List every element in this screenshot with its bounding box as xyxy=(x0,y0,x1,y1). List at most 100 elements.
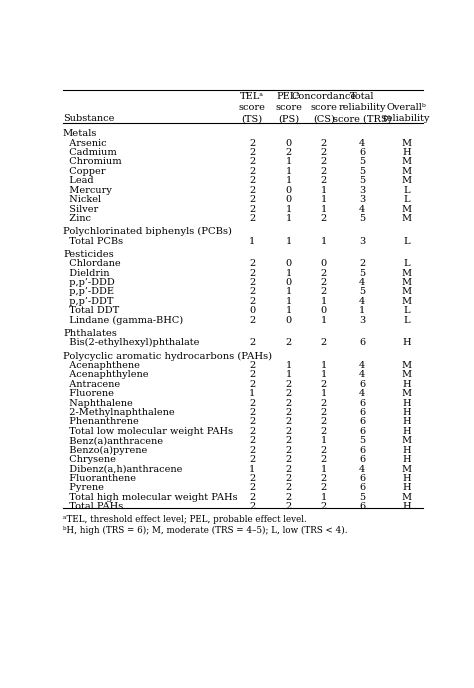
Text: 1: 1 xyxy=(286,237,292,246)
Text: 6: 6 xyxy=(359,474,365,483)
Text: 1: 1 xyxy=(320,389,327,398)
Text: 2: 2 xyxy=(249,446,255,455)
Text: 4: 4 xyxy=(359,138,365,148)
Text: 1: 1 xyxy=(286,214,292,223)
Text: Copper: Copper xyxy=(63,167,105,176)
Text: 5: 5 xyxy=(359,176,365,185)
Text: 2: 2 xyxy=(286,380,292,389)
Text: 2: 2 xyxy=(320,446,327,455)
Text: 1: 1 xyxy=(286,204,292,213)
Text: 2: 2 xyxy=(320,158,327,166)
Text: Chrysene: Chrysene xyxy=(63,455,116,464)
Text: p,p’-DDT: p,p’-DDT xyxy=(63,297,113,306)
Text: L: L xyxy=(403,316,410,325)
Text: 2: 2 xyxy=(249,338,255,347)
Text: Chlordane: Chlordane xyxy=(63,259,120,268)
Text: 2: 2 xyxy=(249,380,255,389)
Text: 1: 1 xyxy=(286,158,292,166)
Text: 5: 5 xyxy=(359,268,365,278)
Text: 2: 2 xyxy=(249,186,255,195)
Text: 2: 2 xyxy=(286,474,292,483)
Text: 2: 2 xyxy=(320,268,327,278)
Text: PELᵃ: PELᵃ xyxy=(277,92,301,101)
Text: 2: 2 xyxy=(320,338,327,347)
Text: Zinc: Zinc xyxy=(63,214,91,223)
Text: 2: 2 xyxy=(286,338,292,347)
Text: 2: 2 xyxy=(249,427,255,436)
Text: Naphthalene: Naphthalene xyxy=(63,398,133,407)
Text: 4: 4 xyxy=(359,389,365,398)
Text: Lead: Lead xyxy=(63,176,93,185)
Text: 1: 1 xyxy=(320,464,327,473)
Text: 6: 6 xyxy=(359,398,365,407)
Text: 6: 6 xyxy=(359,446,365,455)
Text: 1: 1 xyxy=(286,306,292,315)
Text: 1: 1 xyxy=(320,316,327,325)
Text: Mercury: Mercury xyxy=(63,186,112,195)
Text: M: M xyxy=(401,268,411,278)
Text: 3: 3 xyxy=(359,195,365,204)
Text: 1: 1 xyxy=(320,436,327,445)
Text: TELᵃ: TELᵃ xyxy=(240,92,264,101)
Text: 2: 2 xyxy=(320,278,327,287)
Text: Dibenz(a,h)anthracene: Dibenz(a,h)anthracene xyxy=(63,464,182,473)
Text: 2: 2 xyxy=(249,259,255,268)
Text: 2: 2 xyxy=(249,502,255,511)
Text: 2: 2 xyxy=(320,138,327,148)
Text: L: L xyxy=(403,259,410,268)
Text: 2: 2 xyxy=(320,288,327,297)
Text: 1: 1 xyxy=(320,361,327,370)
Text: 2: 2 xyxy=(249,316,255,325)
Text: 1: 1 xyxy=(320,297,327,306)
Text: 3: 3 xyxy=(359,316,365,325)
Text: H: H xyxy=(402,427,410,436)
Text: 6: 6 xyxy=(359,484,365,493)
Text: Pyrene: Pyrene xyxy=(63,484,104,493)
Text: 0: 0 xyxy=(286,186,292,195)
Text: 2: 2 xyxy=(286,418,292,427)
Text: M: M xyxy=(401,464,411,473)
Text: Pesticides: Pesticides xyxy=(63,250,114,259)
Text: H: H xyxy=(402,380,410,389)
Text: M: M xyxy=(401,138,411,148)
Text: 2: 2 xyxy=(320,474,327,483)
Text: L: L xyxy=(403,195,410,204)
Text: 2: 2 xyxy=(249,455,255,464)
Text: Acenaphthylene: Acenaphthylene xyxy=(63,370,148,379)
Text: 2: 2 xyxy=(286,408,292,417)
Text: 1: 1 xyxy=(320,195,327,204)
Text: (PS): (PS) xyxy=(278,114,300,123)
Text: 1: 1 xyxy=(320,493,327,502)
Text: 1: 1 xyxy=(286,167,292,176)
Text: 2: 2 xyxy=(249,408,255,417)
Text: M: M xyxy=(401,297,411,306)
Text: ᵇH, high (TRS = 6); M, moderate (TRS = 4–5); L, low (TRS < 4).: ᵇH, high (TRS = 6); M, moderate (TRS = 4… xyxy=(63,526,347,535)
Text: 1: 1 xyxy=(249,389,255,398)
Text: M: M xyxy=(401,204,411,213)
Text: 2: 2 xyxy=(249,195,255,204)
Text: reliability: reliability xyxy=(338,103,386,112)
Text: 1: 1 xyxy=(320,237,327,246)
Text: 2: 2 xyxy=(286,502,292,511)
Text: 6: 6 xyxy=(359,338,365,347)
Text: 2: 2 xyxy=(249,167,255,176)
Text: 6: 6 xyxy=(359,148,365,157)
Text: 2: 2 xyxy=(249,176,255,185)
Text: 4: 4 xyxy=(359,204,365,213)
Text: 2: 2 xyxy=(320,167,327,176)
Text: L: L xyxy=(403,237,410,246)
Text: 2: 2 xyxy=(249,484,255,493)
Text: 5: 5 xyxy=(359,158,365,166)
Text: H: H xyxy=(402,455,410,464)
Text: 6: 6 xyxy=(359,455,365,464)
Text: Total DDT: Total DDT xyxy=(63,306,119,315)
Text: M: M xyxy=(401,436,411,445)
Text: 2: 2 xyxy=(249,436,255,445)
Text: H: H xyxy=(402,408,410,417)
Text: 0: 0 xyxy=(286,278,292,287)
Text: 1: 1 xyxy=(320,186,327,195)
Text: Total PAHs: Total PAHs xyxy=(63,502,123,511)
Text: L: L xyxy=(403,186,410,195)
Text: 2: 2 xyxy=(286,455,292,464)
Text: Chromium: Chromium xyxy=(63,158,121,166)
